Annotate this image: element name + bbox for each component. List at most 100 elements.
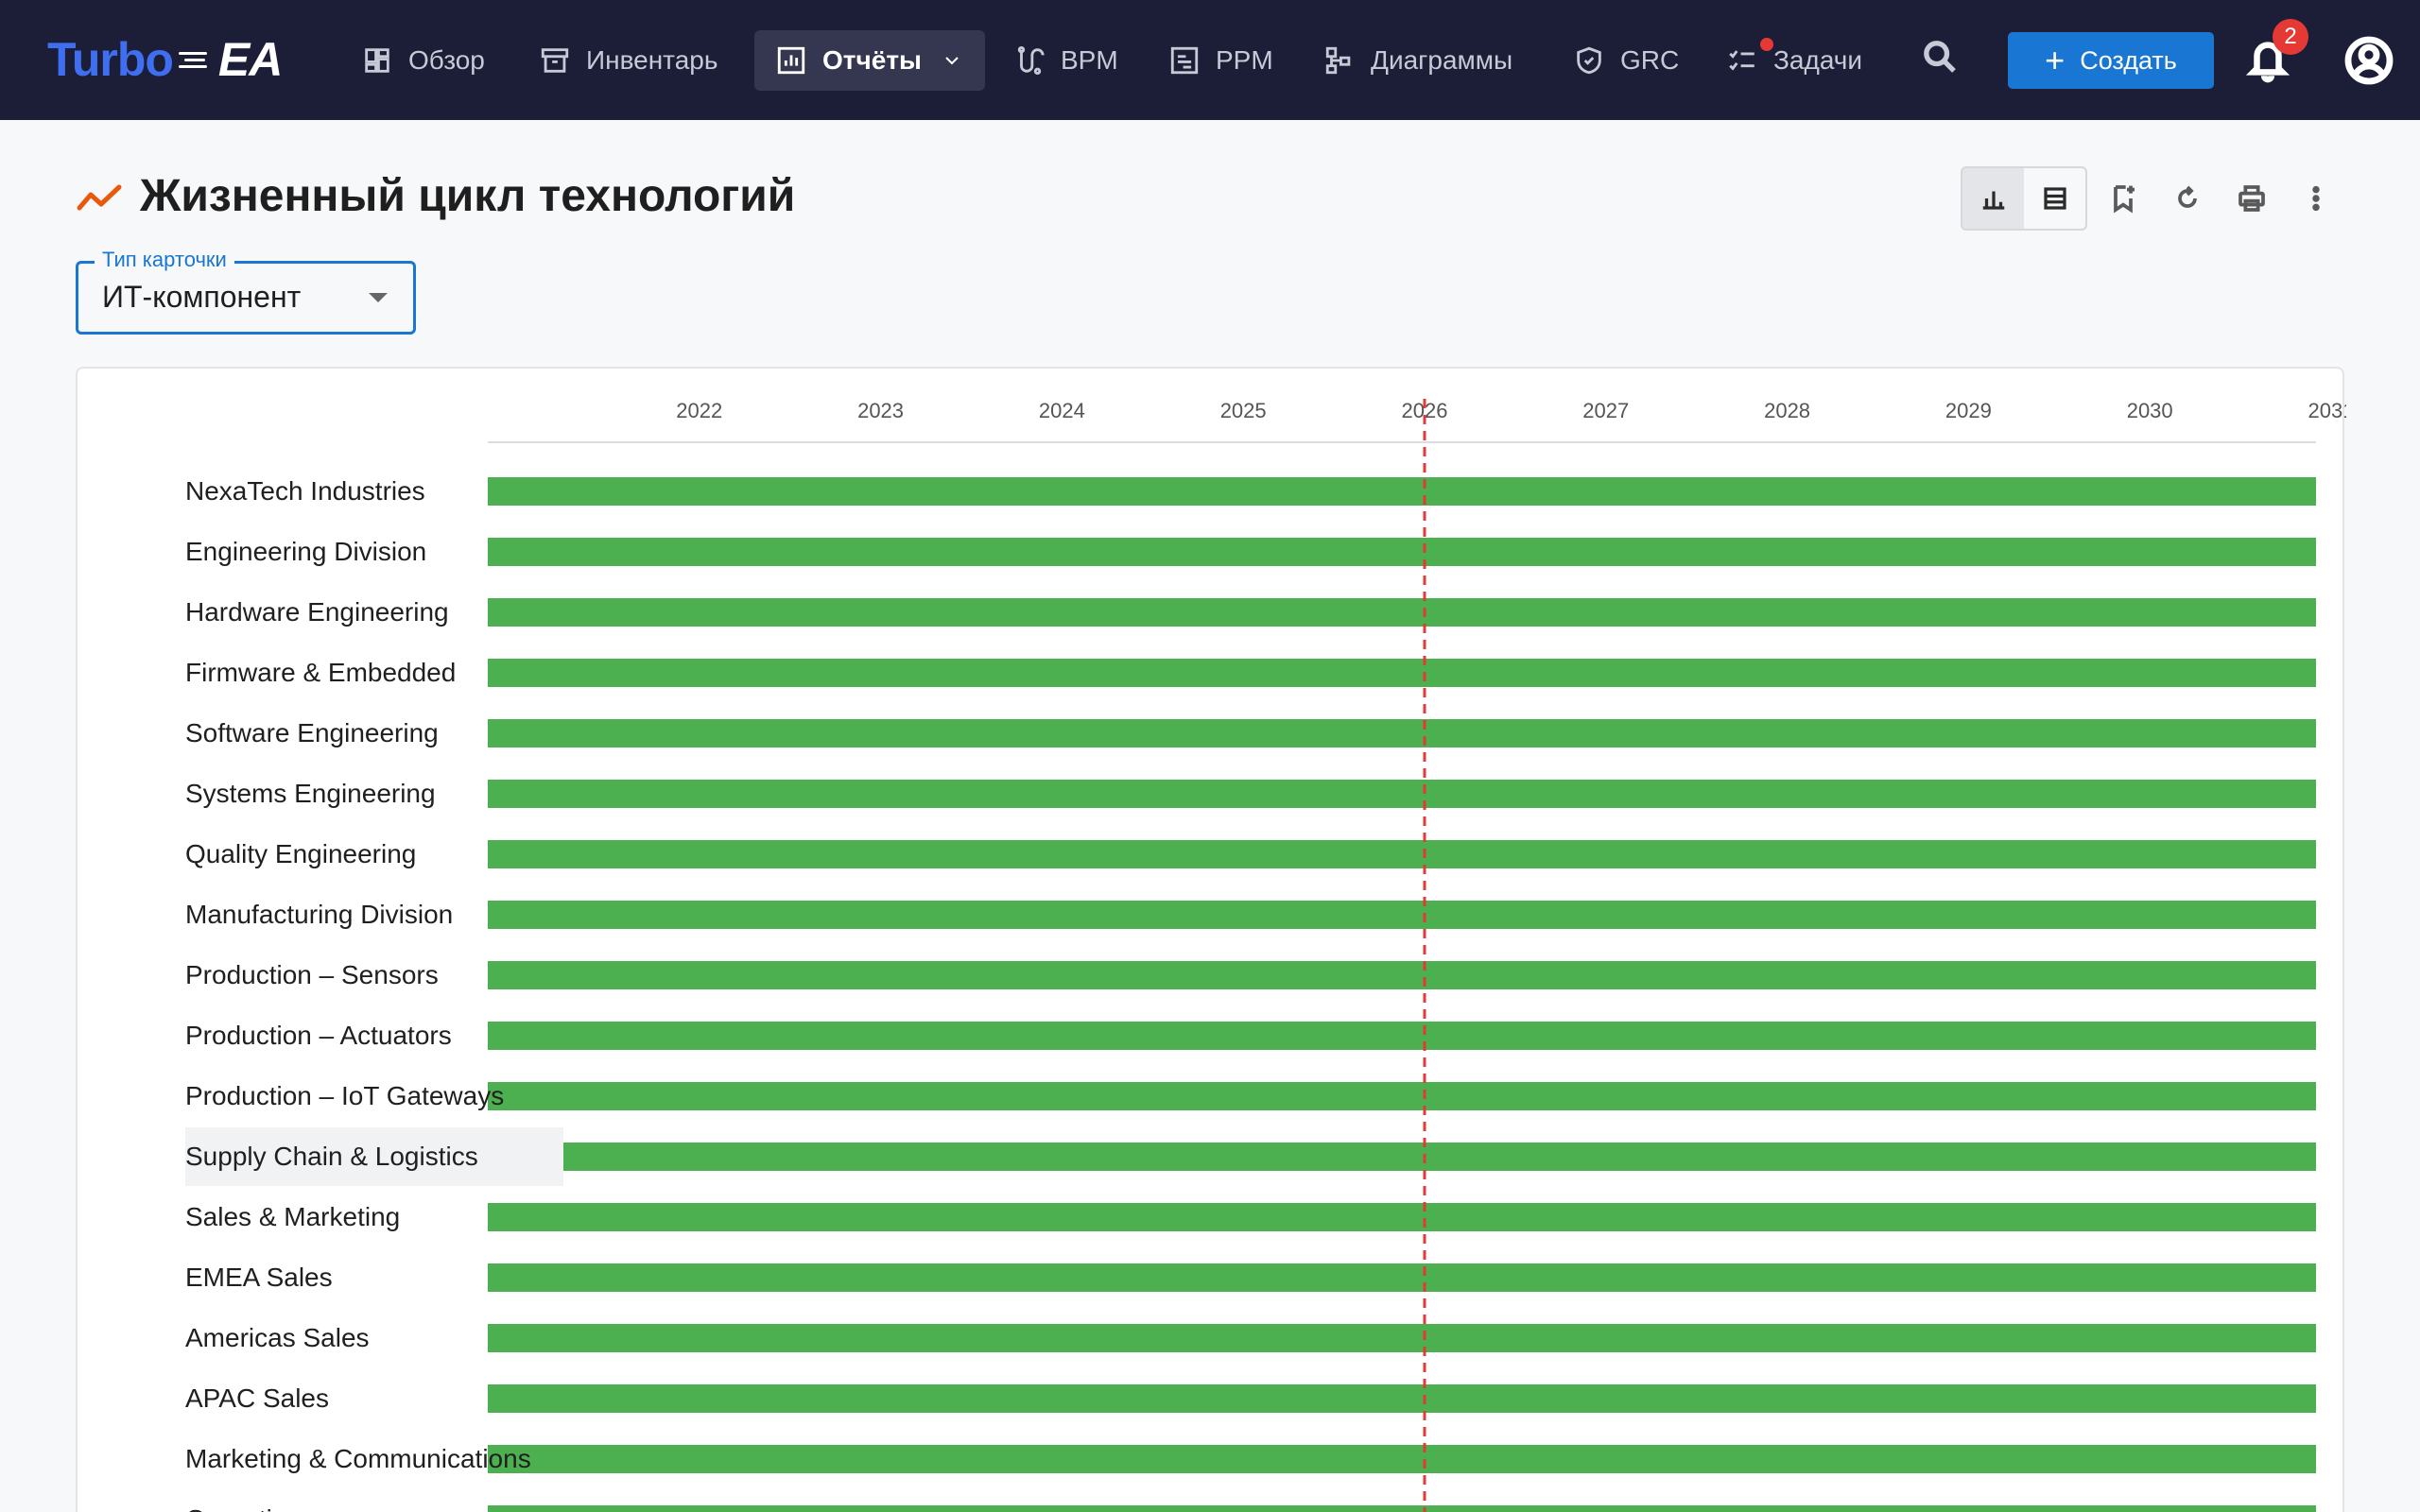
nav-item-diagrams[interactable]: Диаграммы	[1323, 30, 1512, 91]
row-label[interactable]: Operations	[185, 1490, 563, 1512]
bar-chart-icon	[1982, 191, 2004, 210]
row-label[interactable]: APAC Sales	[185, 1383, 329, 1413]
card-type-select[interactable]	[76, 261, 416, 335]
shield-icon	[1577, 46, 1601, 75]
lifecycle-bar	[488, 1263, 2316, 1292]
nav-item-grc[interactable]: GRC	[1573, 30, 1679, 91]
nav-item-reports[interactable]: Отчёты	[754, 30, 985, 91]
row-label[interactable]: Engineering Division	[185, 537, 427, 566]
lifecycle-bar	[488, 1082, 2316, 1110]
x-tick-label: 2023	[857, 399, 904, 422]
notifications-button[interactable]	[2245, 36, 2291, 85]
row-label[interactable]: Firmware & Embedded	[185, 658, 457, 687]
lifecycle-bar	[488, 901, 2316, 929]
row-label[interactable]: Americas Sales	[185, 1323, 370, 1352]
project-icon	[1170, 46, 1199, 75]
lifecycle-bar	[488, 961, 2316, 989]
chevron-down-icon	[945, 57, 959, 65]
nav-item-tasks[interactable]: Задачи	[1726, 30, 1862, 91]
x-tick-label: 2022	[676, 399, 722, 422]
nav-item-label: Задачи	[1773, 45, 1863, 75]
diagram-icon	[1325, 46, 1351, 75]
lifecycle-bar	[488, 659, 2316, 687]
top-navigation-bar: Turbo EA Обзор Инвентарь Отчёты BPM PPM …	[0, 0, 2420, 120]
printer-icon	[2238, 185, 2265, 212]
account-circle-icon	[2344, 36, 2394, 85]
x-tick-label: 2030	[2127, 399, 2173, 422]
reset-button[interactable]	[2169, 180, 2206, 217]
logo-text-right: EA	[217, 33, 283, 86]
table-view-toggle[interactable]	[2024, 168, 2085, 229]
lifecycle-bar	[488, 1324, 2316, 1352]
chart-view-toggle[interactable]	[1962, 168, 2024, 229]
more-options-button[interactable]	[2297, 180, 2335, 217]
row-label[interactable]: EMEA Sales	[185, 1263, 333, 1292]
page-title: Жизненный цикл технологий	[140, 171, 796, 221]
row-label[interactable]: Hardware Engineering	[185, 597, 449, 627]
nav-item-label: Диаграммы	[1371, 45, 1513, 75]
nav-item-label: BPM	[1061, 45, 1118, 75]
lifecycle-bar	[488, 1505, 2316, 1512]
search-button[interactable]	[1921, 38, 1966, 83]
refresh-icon	[2178, 185, 2197, 208]
lifecycle-bar	[488, 719, 2316, 747]
nav-item-overview[interactable]: Обзор	[361, 30, 485, 91]
save-bookmark-button[interactable]	[2104, 180, 2142, 217]
nav-item-label: Отчёты	[822, 45, 922, 75]
lifecycle-bar	[488, 1022, 2316, 1050]
dashboard-icon	[365, 48, 389, 73]
tasks-notification-dot	[1760, 38, 1773, 51]
bookmark-add-icon	[2114, 185, 2135, 214]
nav-item-label: PPM	[1216, 45, 1273, 75]
lifecycle-bar	[488, 477, 2316, 506]
create-button-label: Создать	[2080, 45, 2177, 75]
nav-item-label: GRC	[1620, 45, 1680, 75]
lifecycle-chart-card: 2022202320242025202620272028202920302031…	[76, 367, 2346, 1512]
lifecycle-bar	[488, 1203, 2316, 1231]
bell-icon	[2245, 42, 2290, 83]
x-tick-label: 2025	[1220, 399, 1267, 422]
x-tick-label: 2029	[1945, 399, 1992, 422]
lifecycle-bar	[488, 1445, 2316, 1473]
tasks-icon	[1729, 50, 1754, 71]
view-toggle-group	[1961, 166, 2087, 231]
x-tick-label: 2027	[1582, 399, 1629, 422]
create-button[interactable]: + Создать	[2008, 32, 2214, 89]
nav-item-label: Инвентарь	[586, 45, 718, 75]
row-label[interactable]: Marketing & Communications	[185, 1444, 531, 1473]
lifecycle-bar	[488, 598, 2316, 627]
process-icon	[1017, 45, 1045, 76]
nav-item-bpm[interactable]: BPM	[1013, 30, 1118, 91]
row-label[interactable]: Production – Actuators	[185, 1021, 452, 1050]
row-label[interactable]: Production – IoT Gateways	[185, 1081, 505, 1110]
lifecycle-bar	[488, 780, 2316, 808]
search-icon	[1924, 41, 1956, 73]
row-label[interactable]: Systems Engineering	[185, 779, 436, 808]
x-tick-label: 2028	[1764, 399, 1810, 422]
lifecycle-bar	[488, 1143, 2316, 1171]
nav-item-inventory[interactable]: Инвентарь	[539, 30, 717, 91]
row-label[interactable]: Quality Engineering	[185, 839, 417, 868]
more-vert-icon	[2312, 185, 2320, 212]
dropdown-arrow-icon	[369, 293, 388, 302]
account-button[interactable]	[2344, 36, 2394, 85]
report-chart-icon	[777, 46, 805, 75]
row-label[interactable]: Manufacturing Division	[185, 900, 454, 929]
table-icon	[2043, 187, 2066, 210]
x-tick-label: 2024	[1039, 399, 1085, 422]
row-label[interactable]: Supply Chain & Logistics	[185, 1127, 563, 1186]
row-label[interactable]: Software Engineering	[185, 718, 439, 747]
plus-icon: +	[2045, 41, 2066, 79]
lifecycle-bar	[488, 840, 2316, 868]
row-label[interactable]: Production – Sensors	[185, 960, 439, 989]
card-type-value: ИТ-компонент	[102, 280, 302, 314]
nav-item-label: Обзор	[408, 45, 485, 75]
lifecycle-timeline-chart: 2022202320242025202620272028202920302031	[488, 399, 2346, 1512]
print-button[interactable]	[2233, 180, 2271, 217]
logo-speed-lines	[178, 46, 211, 73]
app-logo[interactable]: Turbo EA	[47, 28, 283, 91]
nav-item-ppm[interactable]: PPM	[1168, 30, 1273, 91]
card-type-label: Тип карточки	[95, 248, 234, 272]
row-label[interactable]: NexaTech Industries	[185, 476, 425, 506]
row-label[interactable]: Sales & Marketing	[185, 1202, 401, 1231]
